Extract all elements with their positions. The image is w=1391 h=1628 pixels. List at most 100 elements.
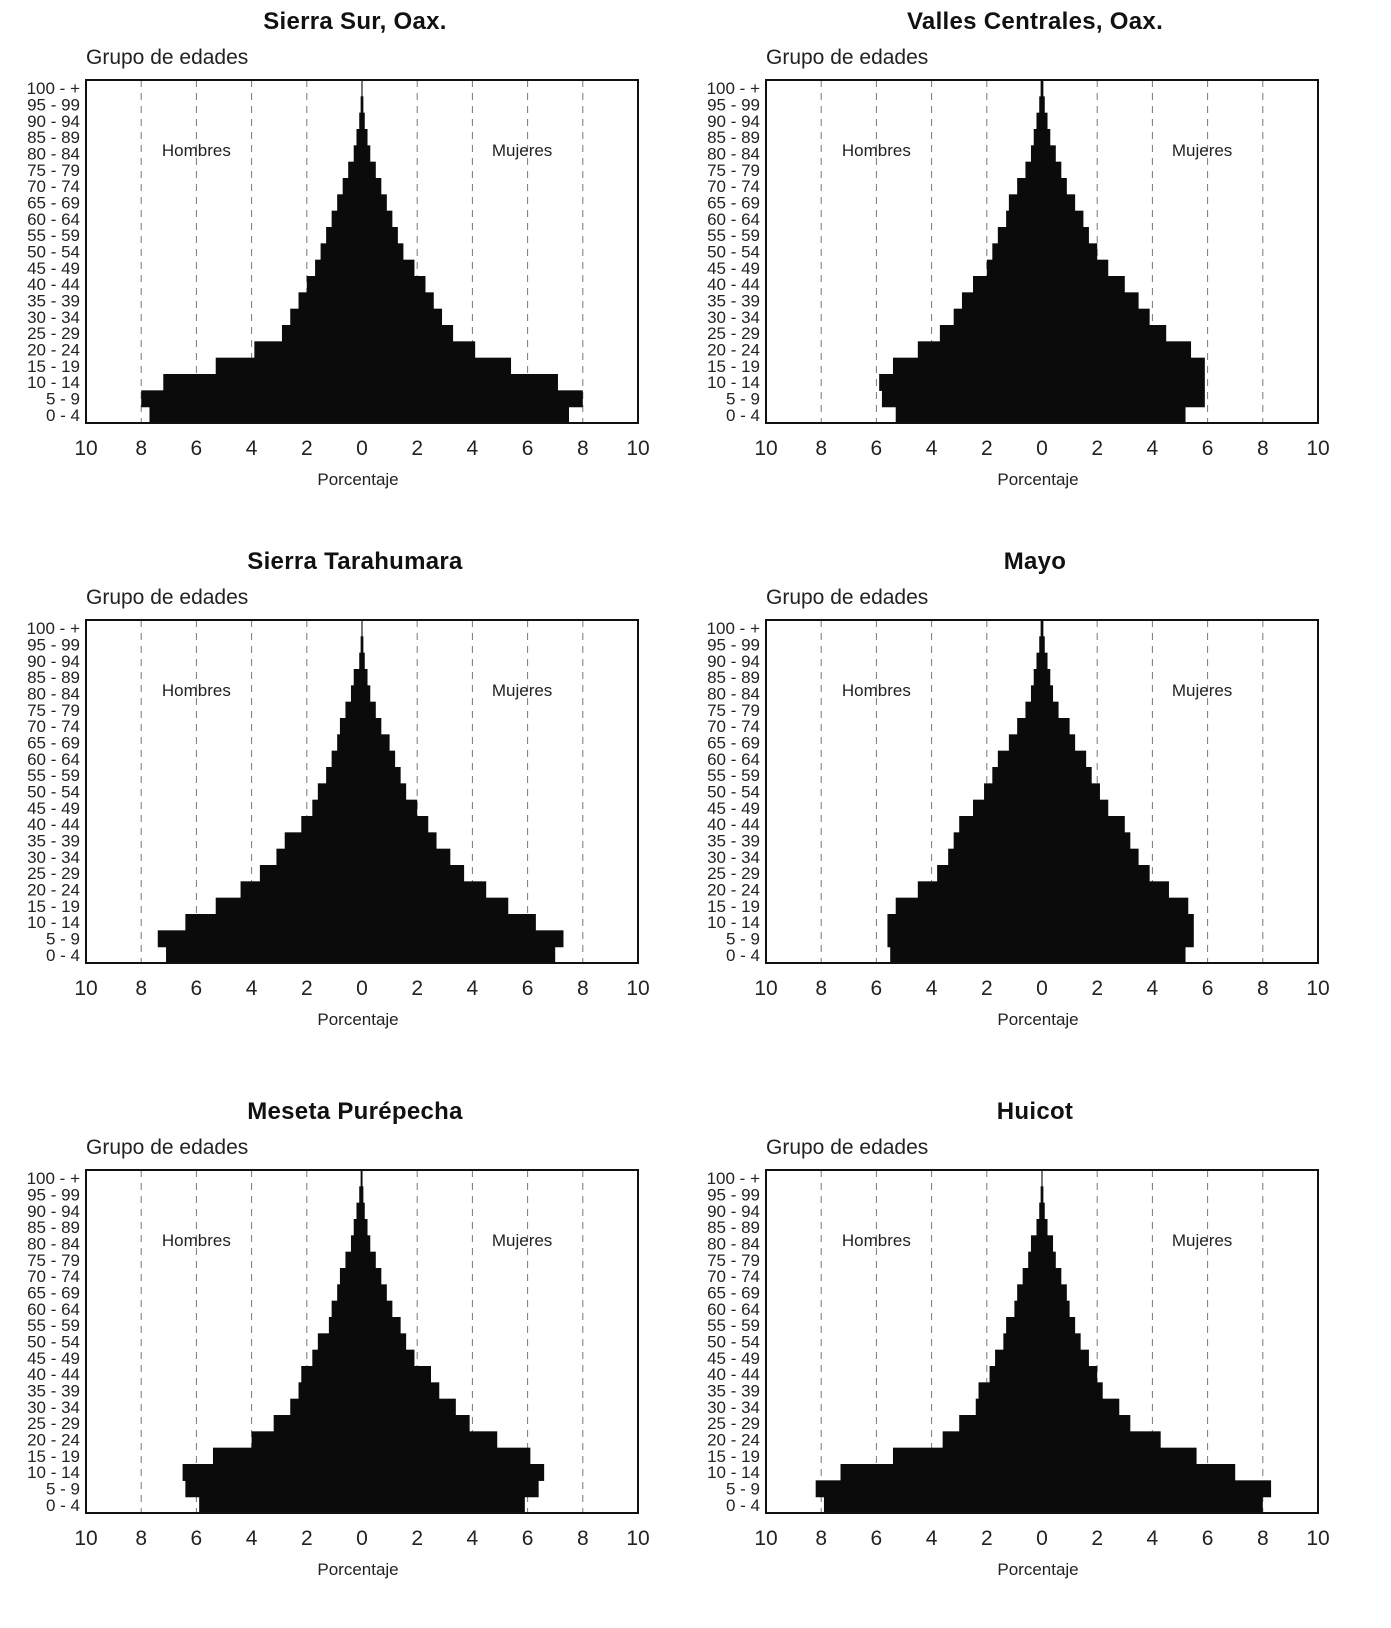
y-tick-label: 75 - 79	[27, 701, 80, 720]
y-tick-label: 50 - 54	[707, 243, 760, 262]
x-tick-label: 4	[1147, 437, 1159, 460]
x-tick-label: 8	[815, 977, 827, 1000]
y-tick-label: 10 - 14	[27, 373, 80, 392]
bar-mujeres	[362, 767, 401, 784]
y-tick-label: 30 - 34	[27, 848, 80, 867]
x-tick-label: 2	[1091, 437, 1103, 460]
y-tick-label: 15 - 19	[707, 1447, 760, 1466]
bar-mujeres	[1042, 636, 1045, 654]
bar-mujeres	[1042, 783, 1100, 801]
bar-hombres	[353, 669, 362, 686]
bar-hombres	[997, 227, 1042, 244]
y-tick-label: 95 - 99	[27, 1186, 80, 1205]
y-tick-label: 60 - 64	[707, 750, 760, 769]
x-tick-label: 10	[1306, 437, 1329, 460]
bar-hombres	[1017, 178, 1042, 195]
bar-hombres	[337, 1284, 362, 1302]
y-tick-label: 70 - 74	[707, 1267, 760, 1286]
bar-hombres	[1030, 145, 1042, 163]
bar-mujeres	[1042, 341, 1192, 359]
bar-hombres	[212, 1447, 362, 1465]
x-tick-label: 6	[522, 977, 534, 1000]
y-tick-label: 80 - 84	[707, 685, 760, 704]
x-tick-label: 4	[1147, 1527, 1159, 1550]
y-tick-label: 90 - 94	[27, 112, 80, 131]
y-tick-label: 30 - 34	[27, 308, 80, 327]
bar-hombres	[1039, 96, 1042, 114]
bar-mujeres	[362, 1251, 376, 1269]
y-tick-label: 40 - 44	[707, 275, 760, 294]
y-tick-label: 85 - 89	[27, 1218, 80, 1237]
bar-mujeres	[362, 374, 558, 391]
bar-hombres	[895, 897, 1042, 915]
bar-hombres	[959, 816, 1042, 833]
bar-mujeres	[362, 1382, 440, 1400]
bar-mujeres	[1042, 1300, 1070, 1318]
bar-mujeres	[1042, 1317, 1076, 1334]
left-series-label: Hombres	[162, 1231, 231, 1250]
bar-hombres	[331, 1300, 362, 1318]
x-tick-label: 2	[411, 437, 423, 460]
y-tick-label: 45 - 49	[707, 259, 760, 278]
bar-hombres	[284, 832, 362, 850]
bar-hombres	[215, 357, 362, 375]
y-tick-label: 55 - 59	[27, 226, 80, 245]
bar-mujeres	[1042, 1464, 1236, 1481]
bar-mujeres	[362, 178, 382, 195]
bar-hombres	[141, 390, 362, 408]
bar-mujeres	[1042, 734, 1076, 752]
bar-mujeres	[362, 194, 387, 212]
bar-hombres	[240, 881, 362, 899]
y-tick-label: 25 - 29	[27, 324, 80, 343]
plot-frame	[765, 1169, 1319, 1514]
x-tick-label: 0	[356, 437, 368, 460]
y-tick-label: 100 - +	[27, 619, 80, 638]
bar-mujeres	[362, 881, 487, 899]
bar-mujeres	[1042, 1415, 1131, 1432]
bar-mujeres	[1042, 96, 1045, 114]
y-tick-label: 60 - 64	[27, 750, 80, 769]
bar-hombres	[273, 1415, 362, 1432]
y-tick-label: 40 - 44	[27, 275, 80, 294]
bar-mujeres	[362, 129, 368, 146]
bar-mujeres	[1042, 930, 1194, 948]
bar-hombres	[326, 767, 362, 784]
chart-title: Sierra Sur, Oax.	[263, 8, 447, 35]
bar-hombres	[1008, 734, 1042, 752]
bar-hombres	[361, 620, 362, 637]
bar-mujeres	[1042, 881, 1169, 899]
bar-hombres	[342, 178, 362, 195]
x-tick-label: 4	[926, 977, 938, 1000]
bar-mujeres	[1042, 1186, 1044, 1204]
x-tick-label: 0	[1036, 977, 1048, 1000]
y-tick-label: 50 - 54	[27, 1333, 80, 1352]
x-tick-label: 10	[754, 977, 777, 1000]
bar-mujeres	[362, 652, 365, 670]
bar-hombres	[326, 227, 362, 244]
bar-hombres	[937, 865, 1042, 882]
y-tick-label: 30 - 34	[27, 1398, 80, 1417]
bar-mujeres	[1042, 1398, 1120, 1416]
x-tick-label: 2	[411, 1527, 423, 1550]
y-tick-label: 85 - 89	[707, 128, 760, 147]
bar-mujeres	[1042, 750, 1087, 768]
y-tick-label: 5 - 9	[726, 930, 760, 949]
bar-hombres	[986, 259, 1042, 277]
bar-mujeres	[362, 636, 364, 654]
bar-hombres	[995, 1349, 1042, 1367]
bar-mujeres	[1042, 1268, 1062, 1285]
bar-mujeres	[362, 669, 368, 686]
bar-hombres	[959, 1415, 1042, 1432]
y-tick-label: 0 - 4	[46, 406, 80, 425]
y-tick-label: 80 - 84	[27, 685, 80, 704]
x-tick-label: 4	[926, 437, 938, 460]
x-axis-title: Porcentaje	[997, 1560, 1078, 1579]
x-tick-label: 10	[626, 437, 649, 460]
y-tick-label: 15 - 19	[27, 897, 80, 916]
bar-mujeres	[362, 1235, 371, 1253]
pyramid-panel-meseta-purepecha: Meseta Purépecha Grupo de edades Hombres M…	[10, 1098, 700, 1628]
bar-hombres	[1030, 1235, 1042, 1253]
bar-mujeres	[362, 1447, 531, 1465]
bar-hombres	[895, 406, 1042, 424]
